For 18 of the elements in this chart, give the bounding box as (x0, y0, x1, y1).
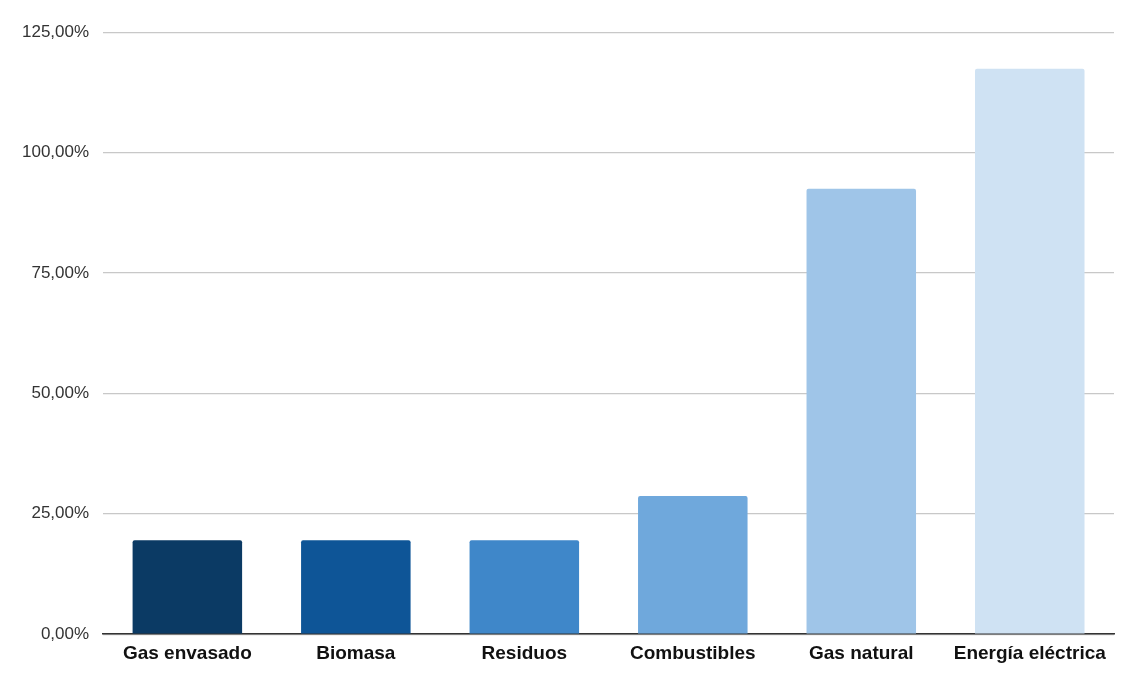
x-tick-label: Gas natural (809, 641, 914, 663)
x-tick-label: Biomasa (316, 641, 396, 663)
x-tick-label: Residuos (481, 641, 568, 663)
bar (975, 68, 1085, 634)
x-tick-label: Gas envasado (122, 641, 252, 663)
y-tick-label: 75,00% (31, 262, 90, 282)
x-tick-label: Energía eléctrica (953, 641, 1107, 663)
x-tick-label: Combustibles (629, 641, 756, 663)
bar (806, 188, 917, 634)
bar (469, 540, 580, 634)
bar (132, 540, 243, 634)
y-tick-label: 25,00% (31, 503, 90, 523)
y-tick-label: 0,00% (40, 623, 90, 643)
bar (638, 495, 748, 634)
y-tick-label: 100,00% (21, 142, 90, 162)
y-tick-label: 50,00% (31, 383, 90, 403)
y-tick-label: 125,00% (21, 21, 90, 41)
bar (301, 540, 411, 634)
